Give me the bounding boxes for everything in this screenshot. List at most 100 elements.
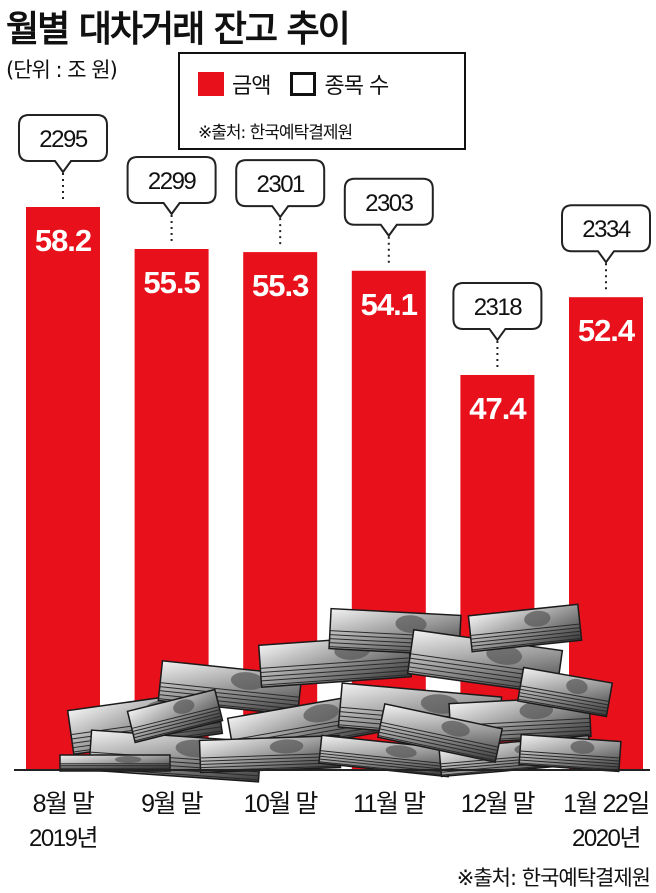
category-label: 1월 22일: [563, 790, 649, 818]
banknote-edge: [319, 752, 450, 768]
banknote-edge: [200, 752, 341, 759]
count-bubble: [126, 155, 217, 216]
count-bubble: [18, 114, 108, 174]
category-label: 12월 말: [461, 790, 536, 818]
bar-value-label: 58.2: [35, 223, 91, 258]
year-label: 2019년: [29, 825, 97, 852]
banknote-stack: [198, 734, 342, 774]
count-bubble: [452, 281, 543, 342]
count-bubble: [343, 177, 434, 238]
bar-value-label: 55.3: [252, 268, 309, 303]
banknote-edge: [378, 735, 496, 761]
banknote-edge: [200, 759, 341, 765]
banknote-stack: [59, 754, 171, 772]
category-label: 10월 말: [244, 790, 319, 818]
banknote-edge: [134, 718, 223, 742]
category-label: 11월 말: [353, 790, 426, 818]
chart-title: 월별 대차거래 잔고 추이: [6, 9, 351, 50]
banknote-edge: [470, 623, 580, 637]
banknote-stack: [467, 603, 583, 653]
banknote-edge: [380, 721, 499, 748]
count-label: 2318: [474, 294, 523, 321]
banknote-edge: [378, 731, 497, 758]
banknote-stack-body: [516, 666, 614, 718]
banknote-portrait: [303, 703, 339, 723]
banknote-edge: [260, 657, 410, 669]
count-label: 2334: [582, 216, 631, 243]
category-label: 8월 말: [33, 790, 95, 818]
banknote-edge: [260, 665, 411, 678]
legend-count-label: 종목 수: [324, 74, 389, 99]
banknote-edge: [260, 661, 411, 674]
category-label: 9월 말: [141, 790, 203, 818]
banknote-edge: [379, 728, 498, 755]
banknote-edge: [471, 637, 582, 651]
banknote-edge: [133, 715, 222, 739]
labels-group: 58.2 2295 8월 말 2019년 55.5 2299 9월 말 55.3 2301 10월…: [18, 114, 651, 852]
banknote-portrait: [385, 745, 417, 758]
banknote-edge: [519, 753, 620, 762]
bar-value-label: 47.4: [469, 391, 527, 426]
count-label: 2299: [148, 168, 197, 195]
banknote-portrait: [269, 739, 304, 754]
banknote-edge: [471, 634, 582, 647]
legend-count-swatch: [290, 72, 317, 96]
banknote-portrait: [395, 615, 427, 633]
bar-value-label: 54.1: [361, 287, 418, 322]
banknote-edge: [519, 759, 620, 768]
banknote-edge: [132, 709, 220, 733]
bar-0: [26, 207, 100, 770]
legend-amount-swatch: [198, 72, 224, 96]
unit-label: (단위 : 조 원): [6, 58, 118, 82]
banknote-edge: [470, 627, 581, 640]
count-bubble: [561, 204, 651, 264]
banknote-portrait: [441, 720, 470, 737]
bar-value-label: 52.4: [578, 313, 636, 348]
banknote-edge: [200, 755, 341, 762]
legend: 금액 종목 수 ※출처: 한국예탁결제원: [178, 52, 466, 150]
banknote-edge: [517, 698, 607, 716]
banknote-stack: [376, 703, 504, 763]
banknote-edge: [520, 685, 610, 702]
banknote-edge: [160, 682, 300, 698]
count-label: 2301: [257, 171, 306, 198]
banknote-edge: [159, 686, 300, 702]
banknote-edge: [471, 630, 581, 644]
banknote-edge: [320, 750, 450, 765]
year-label: 2020년: [572, 825, 640, 852]
banknote-stack-body: [376, 703, 504, 763]
banknote-edge: [131, 706, 220, 729]
money-pile-image: [59, 603, 622, 783]
banknote-edge: [519, 762, 619, 771]
count-bubble: [235, 159, 326, 219]
banknote-portrait: [524, 610, 551, 627]
banknote-stack: [516, 666, 614, 718]
banknote-edge: [159, 690, 299, 706]
count-label: 2295: [39, 126, 88, 153]
banknote-edge: [519, 756, 620, 765]
bar-value-label: 55.5: [143, 265, 200, 300]
banknote-portrait: [115, 755, 142, 763]
banknote-stack: [126, 688, 224, 744]
banknote-edge: [133, 712, 221, 736]
banknote-edge: [261, 669, 411, 682]
footer-source: ※출처: 한국예탁결제원: [456, 866, 651, 890]
banknote-stack-body: [126, 688, 224, 744]
banknote-portrait: [230, 672, 265, 690]
banknote-edge: [519, 750, 620, 759]
banknote-edge: [380, 725, 498, 751]
banknote-portrait: [173, 699, 195, 714]
banknote-edge: [200, 762, 341, 769]
banknote-edge: [319, 755, 449, 771]
banknote-edge: [518, 695, 608, 713]
banknote-portrait: [566, 678, 588, 695]
banknote-portrait: [570, 740, 595, 754]
banknote-edge: [519, 692, 608, 709]
count-label: 2303: [365, 190, 414, 217]
banknote-edge: [519, 688, 609, 706]
legend-source: ※출처: 한국예탁결제원: [198, 123, 353, 143]
legend-row: 금액 종목 수: [198, 68, 408, 100]
banknote-edge: [318, 761, 449, 776]
banknote-stack: [518, 733, 622, 773]
